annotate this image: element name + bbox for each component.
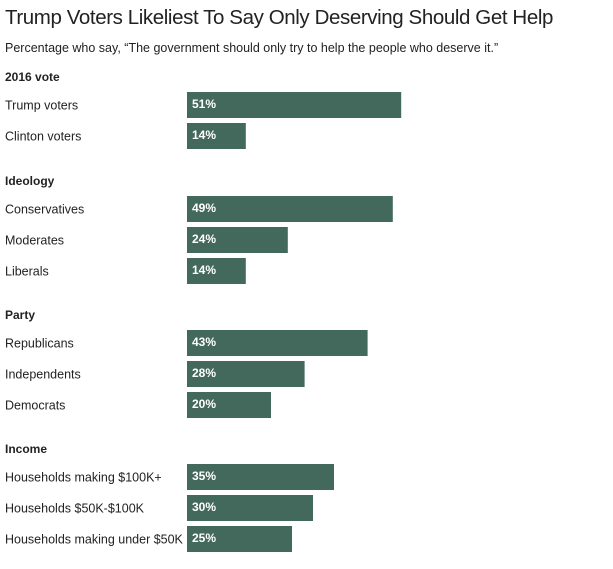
bar [187, 227, 288, 253]
category-label: Households making $100K+ [5, 470, 162, 484]
bar-value-label: 14% [192, 263, 216, 277]
bar [187, 258, 246, 284]
bar [187, 330, 368, 356]
chart-title: Trump Voters Likeliest To Say Only Deser… [5, 6, 553, 29]
group-label: Income [5, 442, 47, 456]
bar [187, 361, 305, 387]
bar-value-label: 35% [192, 469, 216, 483]
bar [187, 92, 402, 118]
category-label: Trump voters [5, 98, 78, 112]
category-label: Clinton voters [5, 129, 81, 143]
bar-value-label: 51% [192, 97, 216, 111]
bar-value-label: 14% [192, 128, 216, 142]
bar-value-label: 25% [192, 531, 216, 545]
category-label: Liberals [5, 264, 49, 278]
bar [187, 196, 393, 222]
category-label: Households $50K-$100K [5, 501, 145, 515]
category-label: Independents [5, 367, 81, 381]
group-label: 2016 vote [5, 70, 60, 84]
bar-value-label: 43% [192, 335, 216, 349]
group-label: Ideology [5, 174, 55, 188]
bar [187, 464, 334, 490]
bar [187, 495, 313, 521]
bar-value-label: 24% [192, 232, 216, 246]
bar-value-label: 30% [192, 500, 216, 514]
chart-subtitle: Percentage who say, “The government shou… [5, 41, 499, 55]
bar [187, 392, 271, 418]
bar [187, 526, 292, 552]
category-label: Democrats [5, 398, 65, 412]
category-label: Conservatives [5, 202, 84, 216]
bar-value-label: 20% [192, 397, 216, 411]
bar-value-label: 28% [192, 366, 216, 380]
category-label: Households making under $50K [5, 532, 184, 546]
bar-value-label: 49% [192, 201, 216, 215]
category-label: Republicans [5, 336, 74, 350]
category-label: Moderates [5, 233, 64, 247]
bar [187, 123, 246, 149]
group-label: Party [5, 308, 35, 322]
